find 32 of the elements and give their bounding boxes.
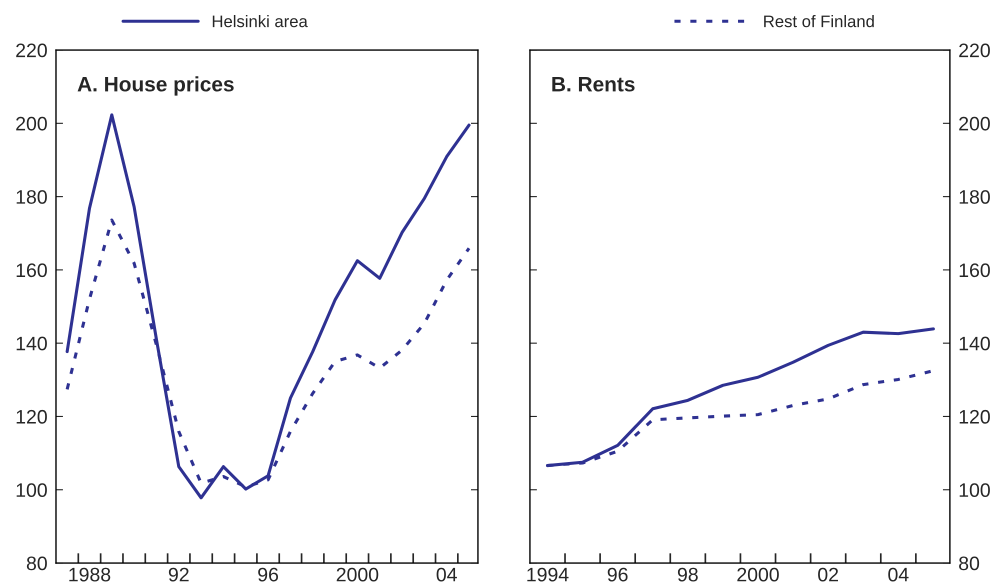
y-tick-label: 120 bbox=[16, 410, 47, 424]
x-tick-label: 96 bbox=[608, 568, 628, 582]
y-tick-label: 140 bbox=[16, 336, 47, 350]
x-tick-label: 1988 bbox=[69, 568, 110, 582]
y-tick-label: 200 bbox=[959, 116, 990, 131]
x-tick-label: 02 bbox=[818, 568, 838, 582]
text: B. Rents bbox=[552, 77, 635, 92]
y-tick-label: 160 bbox=[960, 263, 990, 278]
legend-label: Helsinki area bbox=[212, 15, 308, 28]
y-tick-label: 180 bbox=[16, 190, 47, 204]
y-tick-label: 220 bbox=[16, 44, 47, 58]
x-tick-label: 04 bbox=[888, 568, 909, 582]
x-tick-label: 2000 bbox=[336, 568, 378, 582]
x-tick-label: 92 bbox=[168, 568, 189, 582]
y-tick-label: 100 bbox=[960, 483, 990, 497]
line-series bbox=[66, 113, 471, 500]
y-tick-label: 140 bbox=[960, 336, 990, 350]
x-tick-label: 1994 bbox=[527, 568, 569, 582]
y-tick-label: 100 bbox=[16, 483, 47, 497]
y-tick-label: 160 bbox=[16, 263, 47, 278]
x-tick-label: 2000 bbox=[737, 568, 779, 582]
y-tick-label: 80 bbox=[26, 556, 47, 570]
y-tick-label: 180 bbox=[960, 190, 990, 204]
y-tick-label: 220 bbox=[959, 44, 990, 58]
text: A. House prices bbox=[78, 76, 234, 96]
y-tick-label: 80 bbox=[959, 556, 980, 570]
y-tick-label: 120 bbox=[960, 410, 990, 424]
x-tick-label: 96 bbox=[258, 568, 278, 582]
y-tick-label: 200 bbox=[16, 116, 47, 131]
x-tick-label: 98 bbox=[678, 568, 698, 582]
legend-label: Rest of Finland bbox=[764, 15, 874, 28]
x-tick-label: 04 bbox=[436, 568, 457, 582]
